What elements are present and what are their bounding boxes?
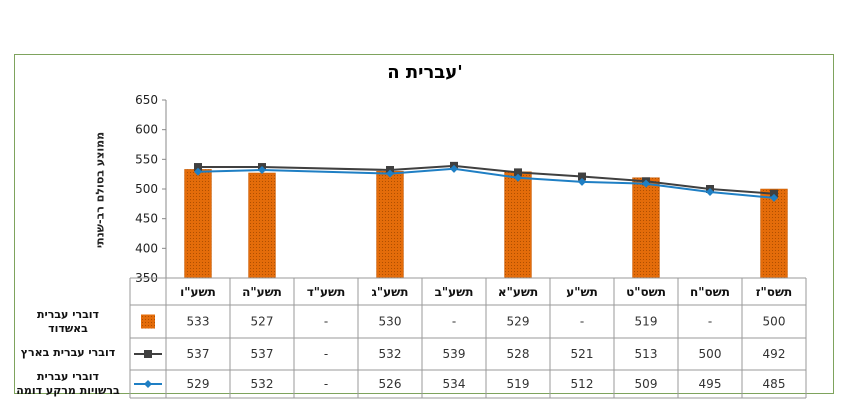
table-cell-value: 509 — [635, 377, 658, 391]
category-label: תשע"ג — [372, 285, 409, 299]
legend-label-national: דוברי עברית בארץ — [16, 346, 120, 360]
legend-label-ashdod-line2: באשדוד — [48, 322, 88, 335]
series-national-point — [770, 189, 778, 198]
table-cell-value: 492 — [763, 347, 786, 361]
category-label: תשע"א — [498, 285, 538, 299]
series-similar-line — [197, 167, 775, 199]
category-label: תשס"ח — [690, 285, 730, 299]
table-cell-value: 512 — [571, 377, 594, 391]
table-cell-value: 513 — [635, 347, 658, 361]
table-cell-value: 537 — [251, 347, 274, 361]
y-tick-label: 650 — [135, 93, 158, 107]
table-cell-value: 537 — [187, 347, 210, 361]
series-national-point — [578, 172, 586, 181]
table-cell-value: 526 — [379, 377, 402, 391]
legend-label-similar-line2: ברשויות מרקע דומה — [16, 384, 120, 397]
legend-label-ashdod: דוברי עברית באשדוד — [16, 308, 120, 336]
table-cell-value: 528 — [507, 347, 530, 361]
y-tick-label: 550 — [135, 152, 158, 166]
table-cell-value: 485 — [763, 377, 786, 391]
legend-key-bar — [141, 314, 155, 329]
series-similar-point — [386, 169, 394, 178]
table-cell-value: - — [708, 315, 712, 329]
legend-label-similar-line1: דוברי עברית — [36, 370, 100, 383]
y-tick-label: 500 — [135, 182, 158, 196]
series-similar-point — [642, 179, 650, 188]
category-label: תש"ע — [566, 285, 598, 299]
category-label: תשע"ד — [307, 285, 346, 299]
category-label: תשע"ב — [435, 285, 474, 299]
table-cell-value: - — [324, 315, 328, 329]
series-similar-point — [514, 173, 522, 182]
category-label: תשס"ז — [756, 285, 793, 299]
series-similar-point — [258, 166, 266, 175]
chart-frame — [14, 54, 834, 394]
legend-label-national-line1: דוברי עברית בארץ — [20, 346, 116, 359]
table-cell-value: 521 — [571, 347, 594, 361]
y-tick-label: 450 — [135, 212, 158, 226]
category-label: תשס"ט — [626, 285, 666, 299]
bar-ashdod — [376, 170, 404, 279]
legend-key-marker-national — [144, 350, 152, 358]
series-national-point — [194, 163, 202, 172]
series-similar-point — [194, 167, 202, 176]
table-cell-value: 539 — [443, 347, 466, 361]
table-cell-value: 532 — [379, 347, 402, 361]
y-tick-label: 400 — [135, 241, 158, 255]
bar-ashdod — [632, 177, 660, 279]
bar-ashdod — [248, 172, 276, 279]
bar-ashdod — [184, 169, 212, 279]
series-national-point — [514, 168, 522, 177]
table-cell-value: 530 — [379, 315, 402, 329]
legend-label-ashdod-line1: דוברי עברית — [36, 308, 100, 321]
legend-label-similar: דוברי עברית ברשויות מרקע דומה — [16, 370, 120, 398]
table-cell-value: 532 — [251, 377, 274, 391]
table-cell-value: 500 — [763, 315, 786, 329]
chart-title: עברית ה' — [387, 62, 463, 83]
series-similar-point — [770, 193, 778, 202]
legend-key-marker-similar — [144, 380, 152, 388]
table-cell-value: 534 — [443, 377, 466, 391]
table-cell-value: 500 — [699, 347, 722, 361]
bar-ashdod — [504, 171, 532, 279]
table-cell-value: 529 — [507, 315, 530, 329]
category-label: תשע"ה — [242, 285, 282, 299]
series-similar-point — [706, 187, 714, 196]
table-cell-value: - — [324, 377, 328, 391]
table-cell-value: - — [580, 315, 584, 329]
y-tick-label: 600 — [135, 123, 158, 137]
table-cell-value: 529 — [187, 377, 210, 391]
table-cell-value: - — [452, 315, 456, 329]
table-cell-value: 519 — [507, 377, 530, 391]
table-cell-value: 527 — [251, 315, 274, 329]
series-similar-point — [450, 164, 458, 173]
bar-ashdod — [760, 188, 788, 279]
table-cell-value: - — [324, 347, 328, 361]
series-similar-point — [578, 177, 586, 186]
table-cell-value: 533 — [187, 315, 210, 329]
category-label: תשע"ו — [180, 285, 216, 299]
table-cell-value: 519 — [635, 315, 658, 329]
table-cell-value: 495 — [699, 377, 722, 391]
